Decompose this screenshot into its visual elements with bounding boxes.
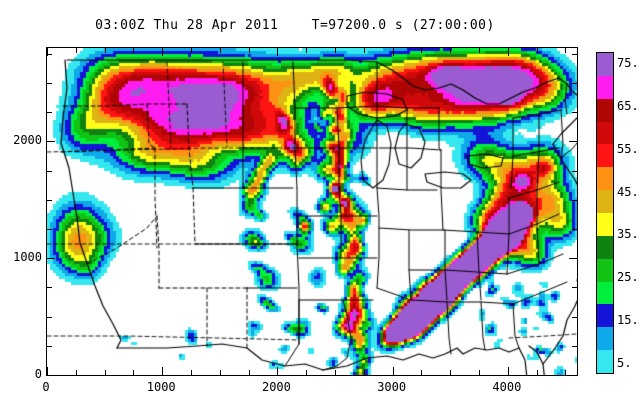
y-axis-tick <box>47 345 52 347</box>
colorbar-band <box>597 327 613 351</box>
y-axis-tick-right <box>572 345 577 347</box>
y-axis-tick <box>47 53 52 55</box>
x-axis-label: 1000 <box>146 380 176 394</box>
x-axis-tick-top <box>277 48 279 56</box>
x-axis-tick-top <box>104 48 106 53</box>
colorbar-band <box>597 212 613 236</box>
x-axis-tick-top <box>507 48 509 56</box>
y-axis-tick <box>47 83 52 85</box>
colorbar-band <box>597 190 613 213</box>
colorbar-band <box>597 167 613 191</box>
page-title: 03:00Z Thu 28 Apr 2011 T=97200.0 s (27:0… <box>95 18 495 33</box>
x-axis-tick <box>162 367 164 375</box>
colorbar-band <box>597 350 613 373</box>
y-axis-tick-right <box>569 258 577 260</box>
y-axis-tick-right <box>572 199 577 201</box>
x-axis-tick <box>536 370 538 375</box>
x-axis-tick <box>219 370 221 375</box>
colorbar-band <box>597 258 613 282</box>
x-axis-tick <box>75 370 77 375</box>
y-axis-tick-right <box>569 375 577 376</box>
y-axis-label: 0 <box>34 367 42 381</box>
x-axis-tick-top <box>248 48 250 53</box>
colorbar-tick-label: 15. <box>617 313 639 328</box>
x-axis-tick <box>47 367 48 375</box>
y-axis-tick-right <box>572 287 577 289</box>
y-axis-tick <box>47 141 55 143</box>
y-axis-tick <box>47 258 55 260</box>
y-axis-tick-right <box>569 141 577 143</box>
y-axis-tick <box>47 170 52 172</box>
x-axis-tick-top <box>162 48 164 56</box>
x-axis-label: 0 <box>42 380 50 394</box>
x-axis-tick-top <box>363 48 365 53</box>
radar-plot-frame <box>46 47 578 376</box>
x-axis-tick-top <box>450 48 452 53</box>
colorbar-band <box>597 144 613 168</box>
x-axis-tick-top <box>306 48 308 53</box>
y-axis-tick <box>47 112 52 114</box>
colorbar-tick-label: 35. <box>617 227 639 242</box>
x-axis-tick-top <box>536 48 538 53</box>
x-axis-tick <box>450 370 452 375</box>
x-axis-tick <box>392 367 394 375</box>
x-axis-tick-top <box>219 48 221 53</box>
y-axis-tick-right <box>572 53 577 55</box>
colorbar-band <box>597 304 613 328</box>
x-axis-tick <box>133 370 135 375</box>
x-axis-tick <box>191 370 193 375</box>
x-axis-tick-top <box>191 48 193 53</box>
colorbar-band <box>597 121 613 145</box>
x-axis-tick <box>565 370 567 375</box>
y-axis-tick <box>47 287 52 289</box>
colorbar-tick-label: 65. <box>617 98 639 113</box>
colorbar-tick-label: 75. <box>617 56 639 70</box>
x-axis-tick <box>421 370 423 375</box>
colorbar-band <box>597 52 613 76</box>
radar-reflectivity-field <box>47 48 577 375</box>
colorbar-band <box>597 235 613 259</box>
x-axis-tick-top <box>47 48 48 56</box>
y-axis-tick-right <box>572 316 577 318</box>
y-axis-label: 1000 <box>13 250 42 265</box>
reflectivity-colorbar <box>596 52 614 374</box>
y-axis-tick-right <box>572 229 577 231</box>
y-axis-tick <box>47 375 55 376</box>
colorbar-tick-label: 55. <box>617 141 639 156</box>
colorbar-tick-label: 5. <box>617 356 632 370</box>
x-axis-tick <box>277 367 279 375</box>
x-axis-tick <box>507 367 509 375</box>
x-axis-label: 2000 <box>261 380 291 394</box>
colorbar-tick-label: 45. <box>617 184 639 199</box>
x-axis-tick <box>248 370 250 375</box>
x-axis-label: 3000 <box>377 380 407 394</box>
x-axis-label: 4000 <box>492 380 522 394</box>
y-axis-tick <box>47 316 52 318</box>
y-axis-tick-right <box>572 170 577 172</box>
colorbar-band <box>597 281 613 305</box>
y-axis-label: 2000 <box>13 133 42 148</box>
x-axis-tick-top <box>421 48 423 53</box>
x-axis-tick <box>335 370 337 375</box>
x-axis-tick <box>306 370 308 375</box>
x-axis-tick-top <box>335 48 337 53</box>
x-axis-tick <box>479 370 481 375</box>
colorbar-band <box>597 75 613 99</box>
colorbar-tick-label: 25. <box>617 270 639 285</box>
y-axis-tick <box>47 199 52 201</box>
y-axis-tick-right <box>572 112 577 114</box>
y-axis-tick-right <box>572 83 577 85</box>
x-axis-tick <box>104 370 106 375</box>
x-axis-tick-top <box>392 48 394 56</box>
x-axis-tick-top <box>479 48 481 53</box>
x-axis-tick <box>363 370 365 375</box>
x-axis-tick-top <box>75 48 77 53</box>
colorbar-band <box>597 98 613 122</box>
y-axis-tick <box>47 229 52 231</box>
x-axis-tick-top <box>133 48 135 53</box>
x-axis-tick-top <box>565 48 567 53</box>
